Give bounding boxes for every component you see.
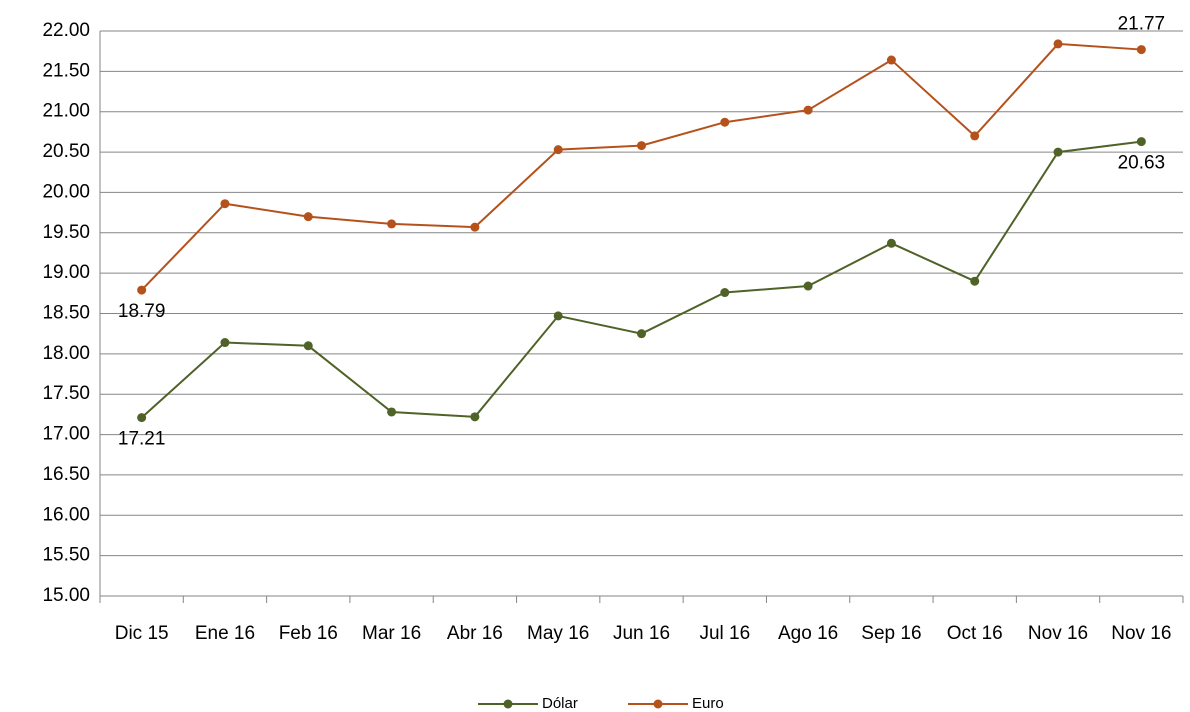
data-point	[553, 145, 563, 155]
data-point	[387, 407, 397, 417]
legend-marker	[653, 699, 663, 709]
x-tick-label: Abr 16	[447, 623, 503, 644]
y-tick-label: 20.50	[42, 141, 90, 162]
data-point	[137, 413, 147, 423]
data-point	[1053, 39, 1063, 49]
data-point	[886, 238, 896, 248]
data-point	[220, 338, 230, 348]
y-tick-label: 16.50	[42, 464, 90, 485]
y-tick-label: 20.00	[42, 181, 90, 202]
y-tick-label: 19.00	[42, 262, 90, 283]
data-point	[220, 199, 230, 209]
data-point	[1136, 137, 1146, 147]
y-tick-label: 18.00	[42, 343, 90, 364]
data-point	[886, 55, 896, 65]
data-point	[387, 219, 397, 229]
data-point	[803, 105, 813, 115]
y-tick-label: 19.50	[42, 222, 90, 243]
data-label: 20.63	[1118, 153, 1166, 174]
legend-label: Euro	[692, 695, 724, 712]
x-tick-label: Nov 16	[1028, 623, 1088, 644]
x-tick-label: Ene 16	[195, 623, 255, 644]
data-point	[470, 222, 480, 232]
data-point	[303, 212, 313, 222]
data-label: 17.21	[118, 429, 166, 450]
data-point	[303, 341, 313, 351]
x-tick-label: Jul 16	[699, 623, 750, 644]
data-point	[470, 412, 480, 422]
data-point	[553, 311, 563, 321]
legend-marker	[503, 699, 513, 709]
data-label: 21.77	[1118, 14, 1166, 35]
data-point	[720, 117, 730, 127]
x-tick-label: Nov 16	[1111, 623, 1171, 644]
legend-label: Dólar	[542, 695, 578, 712]
y-tick-label: 21.00	[42, 101, 90, 122]
data-point	[970, 131, 980, 141]
x-tick-label: Ago 16	[778, 623, 838, 644]
data-point	[803, 281, 813, 291]
x-tick-label: Feb 16	[279, 623, 338, 644]
data-point	[637, 329, 646, 339]
data-point	[970, 276, 980, 286]
y-tick-label: 21.50	[42, 60, 90, 81]
x-tick-label: May 16	[527, 623, 589, 644]
data-point	[637, 141, 646, 151]
y-tick-label: 17.50	[42, 383, 90, 404]
x-tick-label: Oct 16	[947, 623, 1003, 644]
y-tick-label: 17.00	[42, 424, 90, 445]
data-point	[720, 288, 730, 298]
data-point	[1053, 147, 1063, 157]
series-line	[140, 140, 1142, 419]
x-tick-label: Mar 16	[362, 623, 421, 644]
x-tick-label: Jun 16	[613, 623, 670, 644]
y-tick-label: 15.50	[42, 545, 90, 566]
series-line	[140, 42, 1142, 291]
data-label: 18.79	[118, 301, 166, 322]
y-tick-label: 16.00	[42, 504, 90, 525]
y-tick-label: 22.00	[42, 20, 90, 41]
data-point	[137, 285, 147, 295]
y-tick-label: 18.50	[42, 303, 90, 324]
x-tick-label: Dic 15	[115, 623, 169, 644]
data-point	[1136, 45, 1146, 55]
x-tick-label: Sep 16	[861, 623, 921, 644]
y-tick-label: 15.00	[42, 585, 90, 606]
